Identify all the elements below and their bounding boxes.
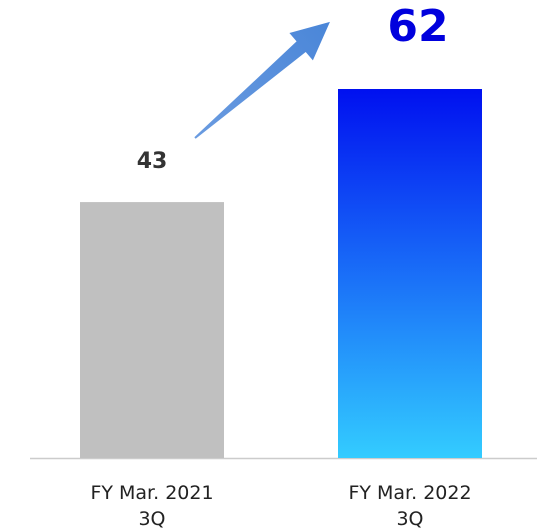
bar xyxy=(338,89,482,458)
value-label: 43 xyxy=(137,149,168,174)
value-label: 62 xyxy=(387,1,448,52)
trend-arrow xyxy=(194,21,330,139)
category-label: FY Mar. 2021 3Q xyxy=(90,482,214,530)
category-label: FY Mar. 2022 3Q xyxy=(348,482,472,530)
bar xyxy=(80,202,224,458)
